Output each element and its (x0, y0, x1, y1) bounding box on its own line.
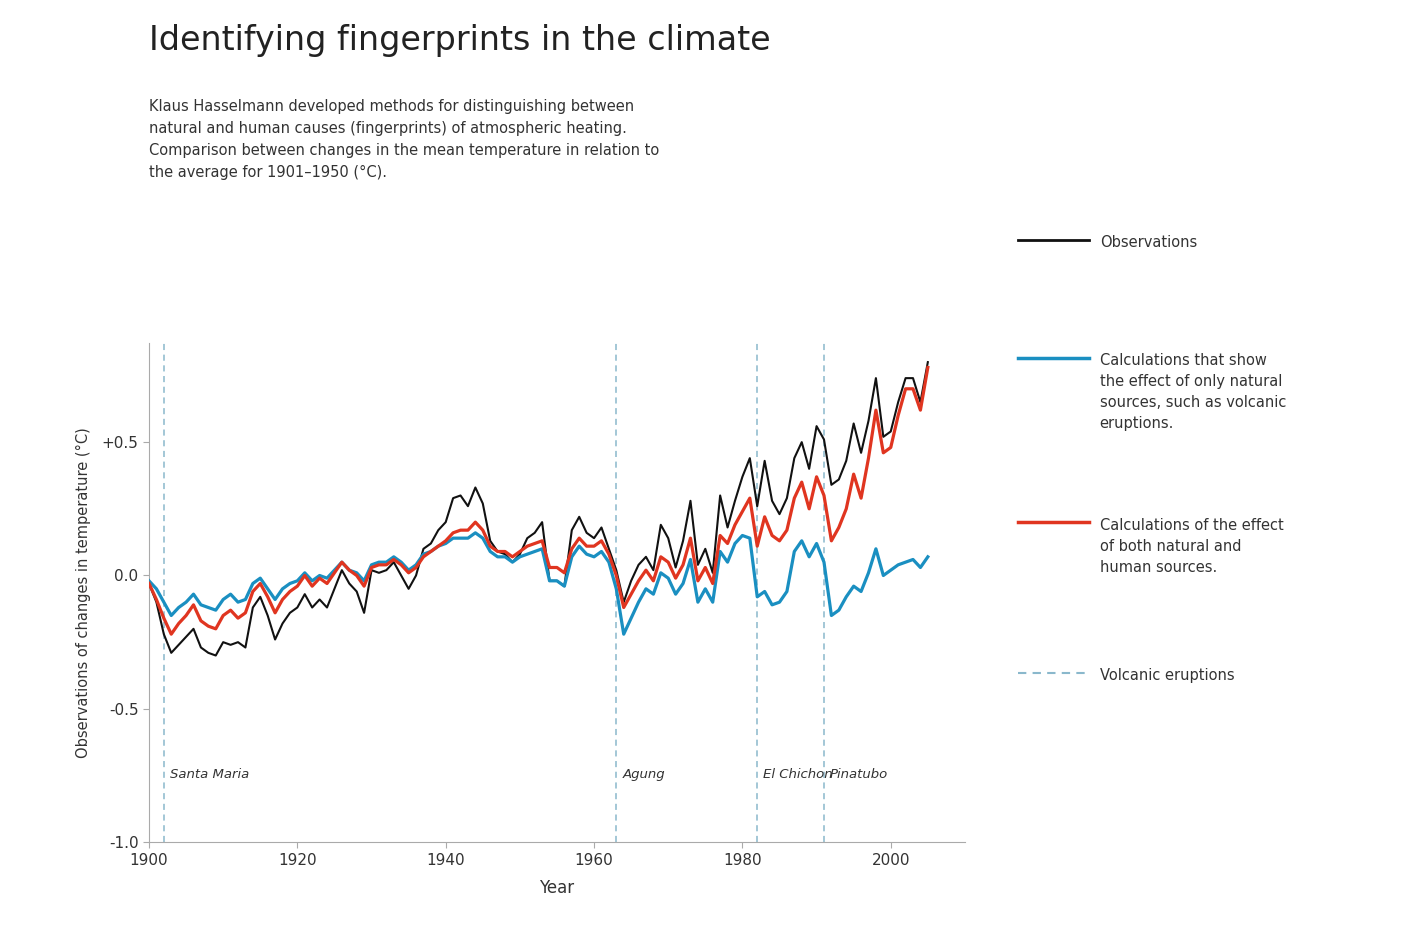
Y-axis label: Observations of changes in temperature (°C): Observations of changes in temperature (… (75, 427, 91, 758)
Text: El Chichon: El Chichon (763, 768, 833, 781)
X-axis label: Year: Year (539, 879, 575, 897)
Text: Pinatubo: Pinatubo (830, 768, 888, 781)
Text: Volcanic eruptions: Volcanic eruptions (1100, 668, 1235, 683)
Text: Calculations of the effect
of both natural and
human sources.: Calculations of the effect of both natur… (1100, 518, 1283, 575)
Text: Observations: Observations (1100, 235, 1198, 250)
Text: Agung: Agung (622, 768, 666, 781)
Text: Klaus Hasselmann developed methods for distinguishing between
natural and human : Klaus Hasselmann developed methods for d… (149, 99, 660, 181)
Text: Identifying fingerprints in the climate: Identifying fingerprints in the climate (149, 24, 771, 56)
Text: Santa Maria: Santa Maria (170, 768, 248, 781)
Text: Calculations that show
the effect of only natural
sources, such as volcanic
erup: Calculations that show the effect of onl… (1100, 353, 1286, 431)
